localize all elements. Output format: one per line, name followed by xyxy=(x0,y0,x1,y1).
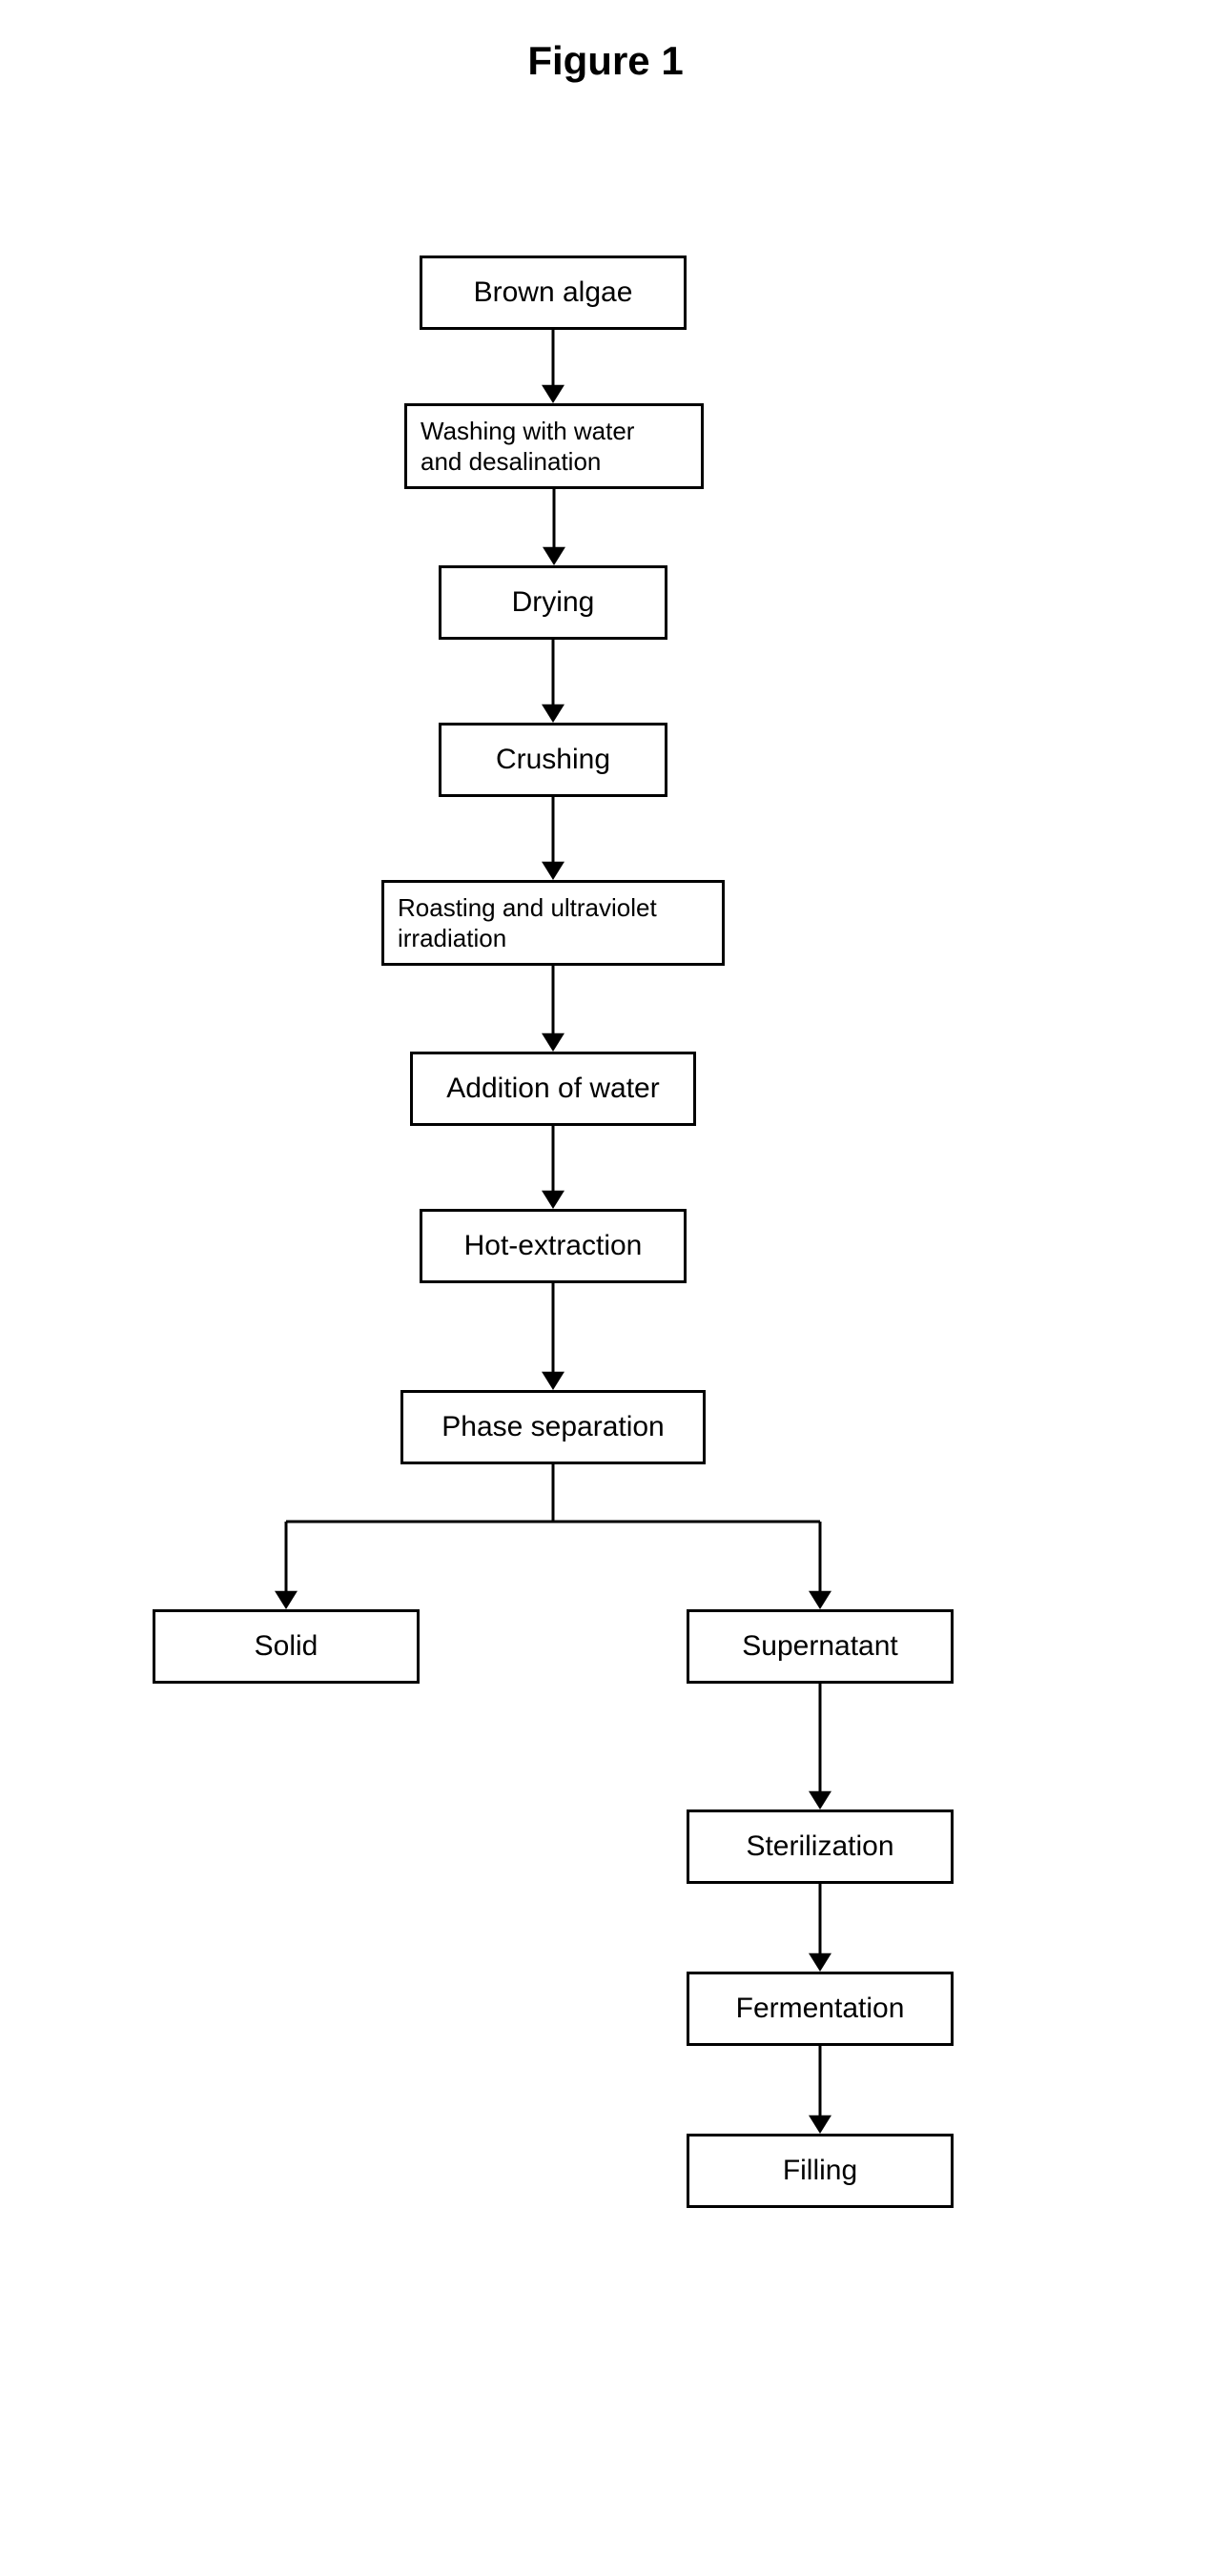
connector-layer xyxy=(0,122,1211,2576)
flow-node-supernatant: Supernatant xyxy=(687,1609,954,1684)
flow-node-washing: Washing with waterand desalination xyxy=(404,403,704,489)
flow-node-sterilization: Sterilization xyxy=(687,1809,954,1884)
flow-node-add_water: Addition of water xyxy=(410,1052,696,1126)
flow-node-roasting: Roasting and ultravioletirradiation xyxy=(381,880,725,966)
figure-title: Figure 1 xyxy=(0,38,1211,84)
flow-node-filling: Filling xyxy=(687,2134,954,2208)
page: Figure 1 Brown algae Washing with wateran… xyxy=(0,0,1211,2454)
flow-node-crushing: Crushing xyxy=(439,723,667,797)
flow-node-fermentation: Fermentation xyxy=(687,1972,954,2046)
flow-node-drying: Drying xyxy=(439,565,667,640)
flow-node-hot_extraction: Hot-extraction xyxy=(420,1209,687,1283)
flow-node-phase_sep: Phase separation xyxy=(400,1390,706,1464)
flow-node-brown_algae: Brown algae xyxy=(420,256,687,330)
flow-node-solid: Solid xyxy=(153,1609,420,1684)
